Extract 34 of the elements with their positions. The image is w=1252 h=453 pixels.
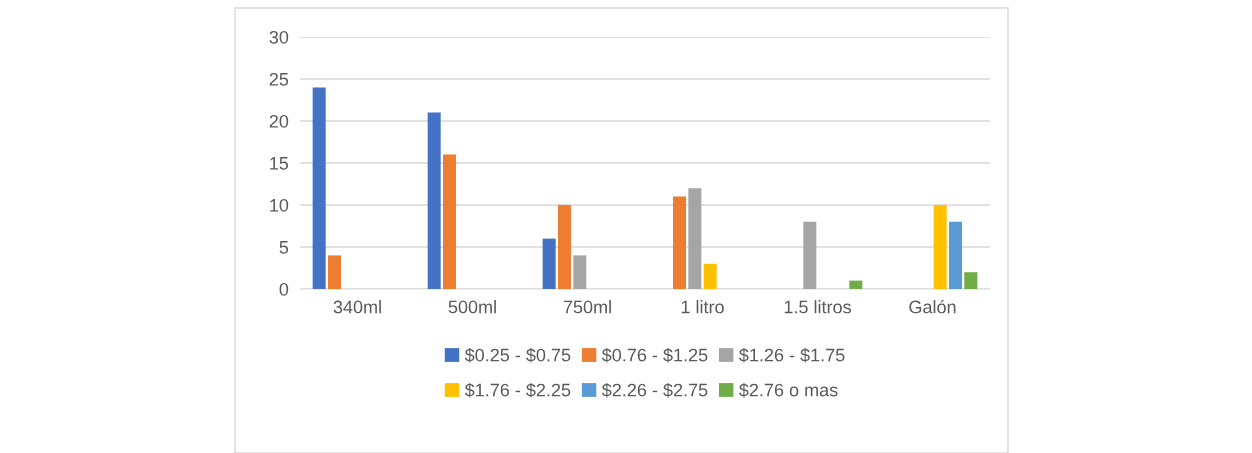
- y-tick-label: 10: [270, 198, 289, 212]
- bar: [327, 255, 342, 289]
- bar: [688, 188, 702, 289]
- y-tick-label: 25: [269, 72, 289, 86]
- bar: [933, 205, 947, 289]
- legend-label: $1.76 - $2.25: [464, 382, 571, 398]
- y-tick-label: 15: [270, 157, 289, 170]
- legend-label: $0.25 - $0.75: [464, 347, 571, 363]
- legend-label: $1.26 - $1.75: [739, 347, 845, 363]
- bar: [849, 280, 863, 289]
- x-tick-label: 1.5 litros: [784, 300, 851, 314]
- bar: [964, 272, 978, 289]
- y-tick-label: 5: [279, 241, 289, 254]
- y-tick-label: 30: [269, 30, 289, 44]
- bar: [427, 112, 441, 289]
- bar: [442, 154, 457, 289]
- legend-label: $2.76 o mas: [739, 382, 838, 398]
- bar: [542, 238, 556, 289]
- bar: [703, 263, 717, 289]
- x-tick-label: 1 litro: [681, 300, 724, 314]
- y-tick-label: 20: [269, 114, 289, 128]
- x-tick-label: 500ml: [448, 300, 496, 314]
- legend-label: $0.76 - $1.25: [601, 347, 708, 363]
- bar: [312, 87, 326, 289]
- legend-label: $2.26 - $2.75: [601, 382, 708, 398]
- x-tick-label: 750ml: [563, 300, 611, 314]
- bar: [672, 196, 687, 289]
- y-tick-label: 0: [279, 282, 289, 296]
- bar: [803, 221, 817, 289]
- x-tick-label: Galón: [909, 299, 956, 314]
- bar: [948, 221, 963, 289]
- x-tick-label: 340ml: [333, 300, 381, 314]
- bar: [557, 205, 572, 289]
- bar: [573, 255, 587, 289]
